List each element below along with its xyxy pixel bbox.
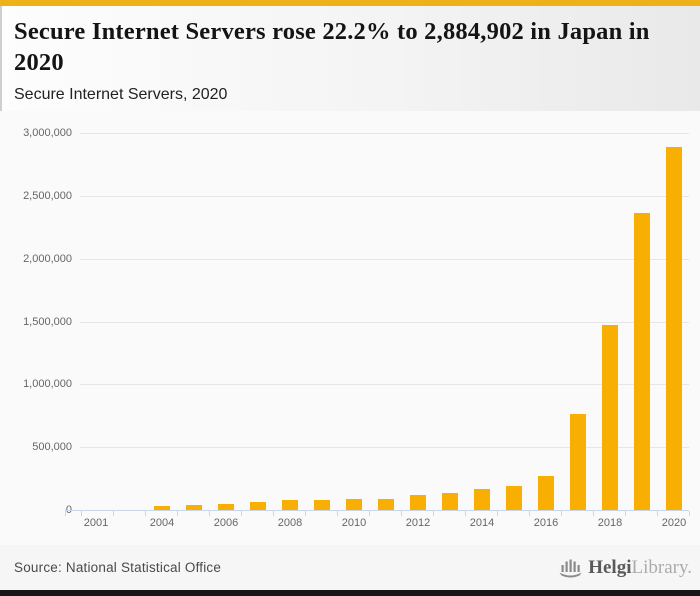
page-header: Secure Internet Servers rose 22.2% to 2,… [0, 6, 700, 111]
bar-2012[interactable] [410, 495, 426, 510]
logo-brand-text: Helgi [588, 556, 632, 578]
gridline [80, 195, 689, 197]
x-axis-tick [561, 511, 562, 516]
y-axis-label: 0 [0, 504, 72, 516]
bar-2019[interactable] [634, 213, 650, 510]
y-axis-label: 1,500,000 [23, 315, 72, 328]
bar-2009[interactable] [314, 500, 330, 510]
gridline [80, 321, 689, 323]
x-axis-tick [593, 511, 594, 516]
x-axis-tick [689, 511, 690, 516]
bottom-dark-strip [0, 590, 700, 596]
bar-2014[interactable] [474, 489, 490, 510]
y-axis-label: 2,500,000 [23, 189, 72, 202]
top-accent-bar [0, 0, 700, 6]
x-axis-tick [433, 511, 434, 516]
x-axis-label: 2006 [213, 517, 239, 529]
x-axis-label: 2001 [83, 517, 109, 529]
x-axis-tick [65, 511, 66, 516]
bar-2011[interactable] [378, 499, 394, 510]
x-axis-label: 2010 [341, 517, 367, 529]
y-axis-label: 1,000,000 [23, 378, 72, 391]
x-axis-tick [145, 511, 146, 516]
bar-2020[interactable] [666, 147, 682, 510]
x-axis-label: 2008 [277, 517, 303, 529]
x-axis-tick [241, 511, 242, 516]
bar-2013[interactable] [442, 493, 458, 510]
x-axis-label: 2004 [149, 517, 175, 529]
bar-chart: 0 500,000 1,000,000 1,500,000 2,000,000 2,500… [0, 111, 700, 545]
gridline [80, 447, 689, 449]
bar-2010[interactable] [346, 499, 362, 510]
x-axis-tick [81, 511, 82, 516]
y-axis-label: 3,000,000 [23, 127, 72, 139]
helgi-bars-icon [558, 557, 583, 579]
bar-2017[interactable] [570, 414, 586, 510]
x-axis-tick [529, 511, 530, 516]
gridline [80, 384, 689, 386]
page-subtitle: Secure Internet Servers, 2020 [14, 86, 228, 103]
y-axis-label: 500,000 [32, 441, 72, 454]
x-axis-label: 2012 [405, 517, 431, 529]
gridline [80, 133, 689, 134]
x-axis-tick [113, 511, 114, 516]
page-footer: Source: National Statistical Office Helg… [0, 545, 700, 590]
x-axis-tick [465, 511, 466, 516]
helgi-library-logo[interactable]: HelgiLibrary. [558, 557, 692, 579]
x-axis-tick [177, 511, 178, 516]
bar-2016[interactable] [538, 476, 554, 510]
x-axis-tick [337, 511, 338, 516]
x-axis-line [65, 510, 689, 511]
x-axis-tick [401, 511, 402, 516]
bar-2005[interactable] [186, 505, 202, 510]
gridline [80, 258, 689, 260]
x-axis-tick [209, 511, 210, 516]
y-axis-label: 2,000,000 [23, 252, 72, 265]
page-title: Secure Internet Servers rose 22.2% to 2,… [14, 18, 650, 76]
x-axis-tick [369, 511, 370, 516]
bar-2007[interactable] [250, 502, 266, 510]
x-axis-tick [497, 511, 498, 516]
x-axis-tick [305, 511, 306, 516]
x-axis-label: 2020 [661, 517, 687, 529]
bar-2015[interactable] [506, 486, 522, 510]
x-axis-tick [657, 511, 658, 516]
bar-2008[interactable] [282, 500, 298, 510]
x-axis-label: 2014 [469, 517, 495, 529]
x-axis-label: 2018 [597, 517, 623, 529]
x-axis-tick [273, 511, 274, 516]
bar-2018[interactable] [602, 325, 618, 510]
x-axis-tick [625, 511, 626, 516]
bar-2004[interactable] [154, 506, 170, 510]
x-axis-label: 2016 [533, 517, 559, 529]
source-text: Source: National Statistical Office [14, 560, 222, 575]
logo-suffix-text: Library. [631, 556, 693, 578]
bar-2006[interactable] [218, 504, 234, 510]
